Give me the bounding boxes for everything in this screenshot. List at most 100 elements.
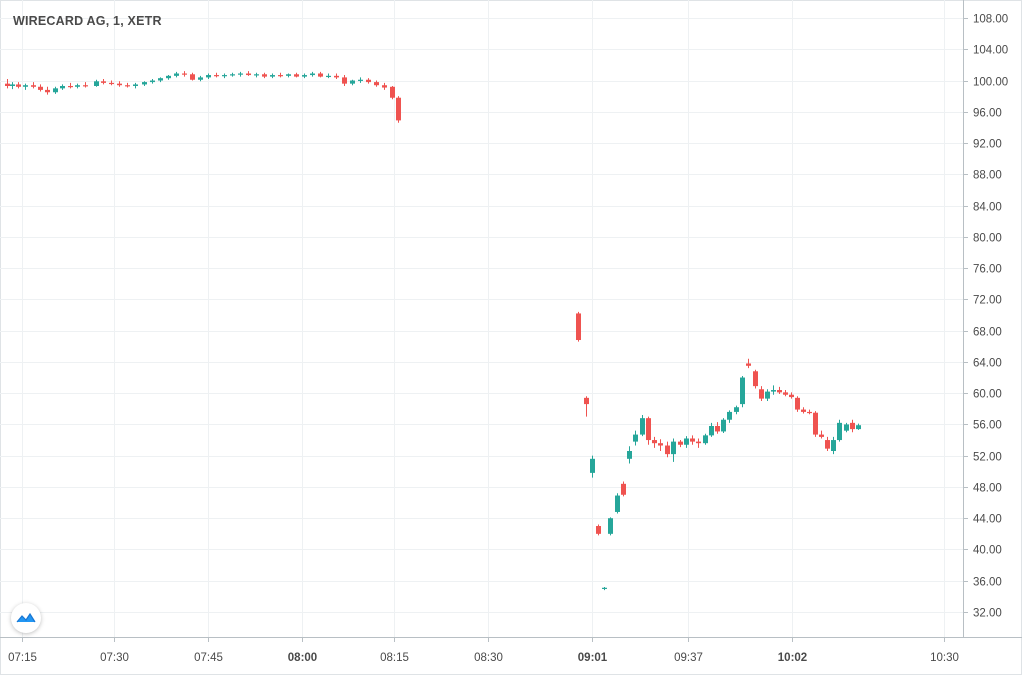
candle (584, 396, 589, 417)
candle (60, 84, 65, 90)
candle (101, 78, 106, 85)
tradingview-logo-button[interactable] (11, 603, 41, 633)
candle (850, 419, 855, 433)
candle (740, 375, 745, 408)
candle-body (652, 440, 657, 444)
candle (350, 79, 355, 86)
candle (844, 422, 849, 433)
candle (703, 433, 708, 445)
candle (286, 73, 291, 78)
candle (294, 72, 299, 78)
candle (727, 410, 732, 423)
y-tick-label: 68.00 (973, 327, 1002, 339)
candle (837, 419, 842, 442)
candle-body (576, 313, 581, 341)
candle-body (615, 495, 620, 512)
candle (262, 72, 267, 79)
candle (117, 81, 122, 87)
candle (94, 79, 99, 87)
candle-body (640, 418, 645, 435)
candle-body (358, 79, 363, 81)
candle-body (286, 74, 291, 76)
candle-body (342, 77, 347, 84)
candle (608, 517, 613, 536)
candle-body (374, 82, 379, 86)
candle (715, 422, 720, 434)
candle-body (837, 422, 842, 441)
candle (238, 71, 243, 77)
candle (709, 422, 714, 437)
candle (83, 82, 88, 88)
candle-body (696, 441, 701, 444)
candle (390, 85, 395, 100)
candle-body (590, 458, 595, 473)
candle-body (38, 86, 43, 90)
candle-body (182, 73, 187, 75)
candle-body (294, 74, 299, 77)
candle-body (278, 75, 283, 77)
candle-body (665, 445, 670, 455)
candle (23, 83, 28, 90)
candle-body (166, 75, 171, 79)
candle (214, 72, 219, 78)
candle (759, 386, 764, 401)
candle-body (715, 425, 720, 432)
candle (783, 390, 788, 397)
candle-body (125, 85, 130, 87)
candle-body (142, 82, 147, 85)
candle-body (602, 587, 607, 589)
candle-body (133, 84, 138, 86)
candle (765, 389, 770, 401)
candle (652, 436, 657, 448)
candle-body (190, 74, 195, 80)
candle (671, 438, 676, 462)
candle (45, 86, 50, 95)
candle-body (850, 422, 855, 430)
y-tick-label: 64.00 (973, 358, 1002, 370)
y-tick-label: 88.00 (973, 170, 1002, 182)
candle-body (627, 450, 632, 459)
candle-body (709, 425, 714, 436)
candle (326, 73, 331, 79)
candle-body (198, 77, 203, 80)
candle-body (721, 419, 726, 432)
candle-body (777, 390, 782, 393)
candle-body (382, 85, 387, 88)
candle (31, 82, 36, 89)
y-tick-label: 72.00 (973, 295, 1002, 307)
candle (819, 430, 824, 439)
candle-body (117, 83, 122, 86)
candle (230, 72, 235, 77)
candle (318, 71, 323, 78)
candle (150, 78, 155, 84)
candle (633, 430, 638, 446)
candle-body (783, 392, 788, 395)
candle (366, 78, 371, 84)
candle-body (150, 80, 155, 83)
candle (174, 71, 179, 78)
x-tick-label: 07:15 (8, 652, 37, 664)
y-tick-label: 104.00 (973, 45, 1008, 57)
candle-body (206, 75, 211, 78)
candle-body (819, 434, 824, 437)
candle-body (246, 73, 251, 76)
candle-body (68, 85, 73, 88)
x-tick-label: 07:45 (194, 652, 223, 664)
candle (678, 440, 683, 448)
candle (125, 82, 130, 88)
candle-body (801, 409, 806, 412)
candle-body (789, 394, 794, 398)
y-tick-label: 76.00 (973, 264, 1002, 276)
y-tick-label: 92.00 (973, 139, 1002, 151)
candle-body (825, 440, 830, 449)
candle (789, 392, 794, 399)
x-tick-label: 09:01 (578, 652, 608, 664)
y-tick-label: 108.00 (973, 14, 1008, 26)
candle (690, 435, 695, 445)
candle-body (596, 526, 601, 534)
candle (813, 411, 818, 437)
candle (278, 72, 283, 78)
candle-body (222, 75, 227, 77)
